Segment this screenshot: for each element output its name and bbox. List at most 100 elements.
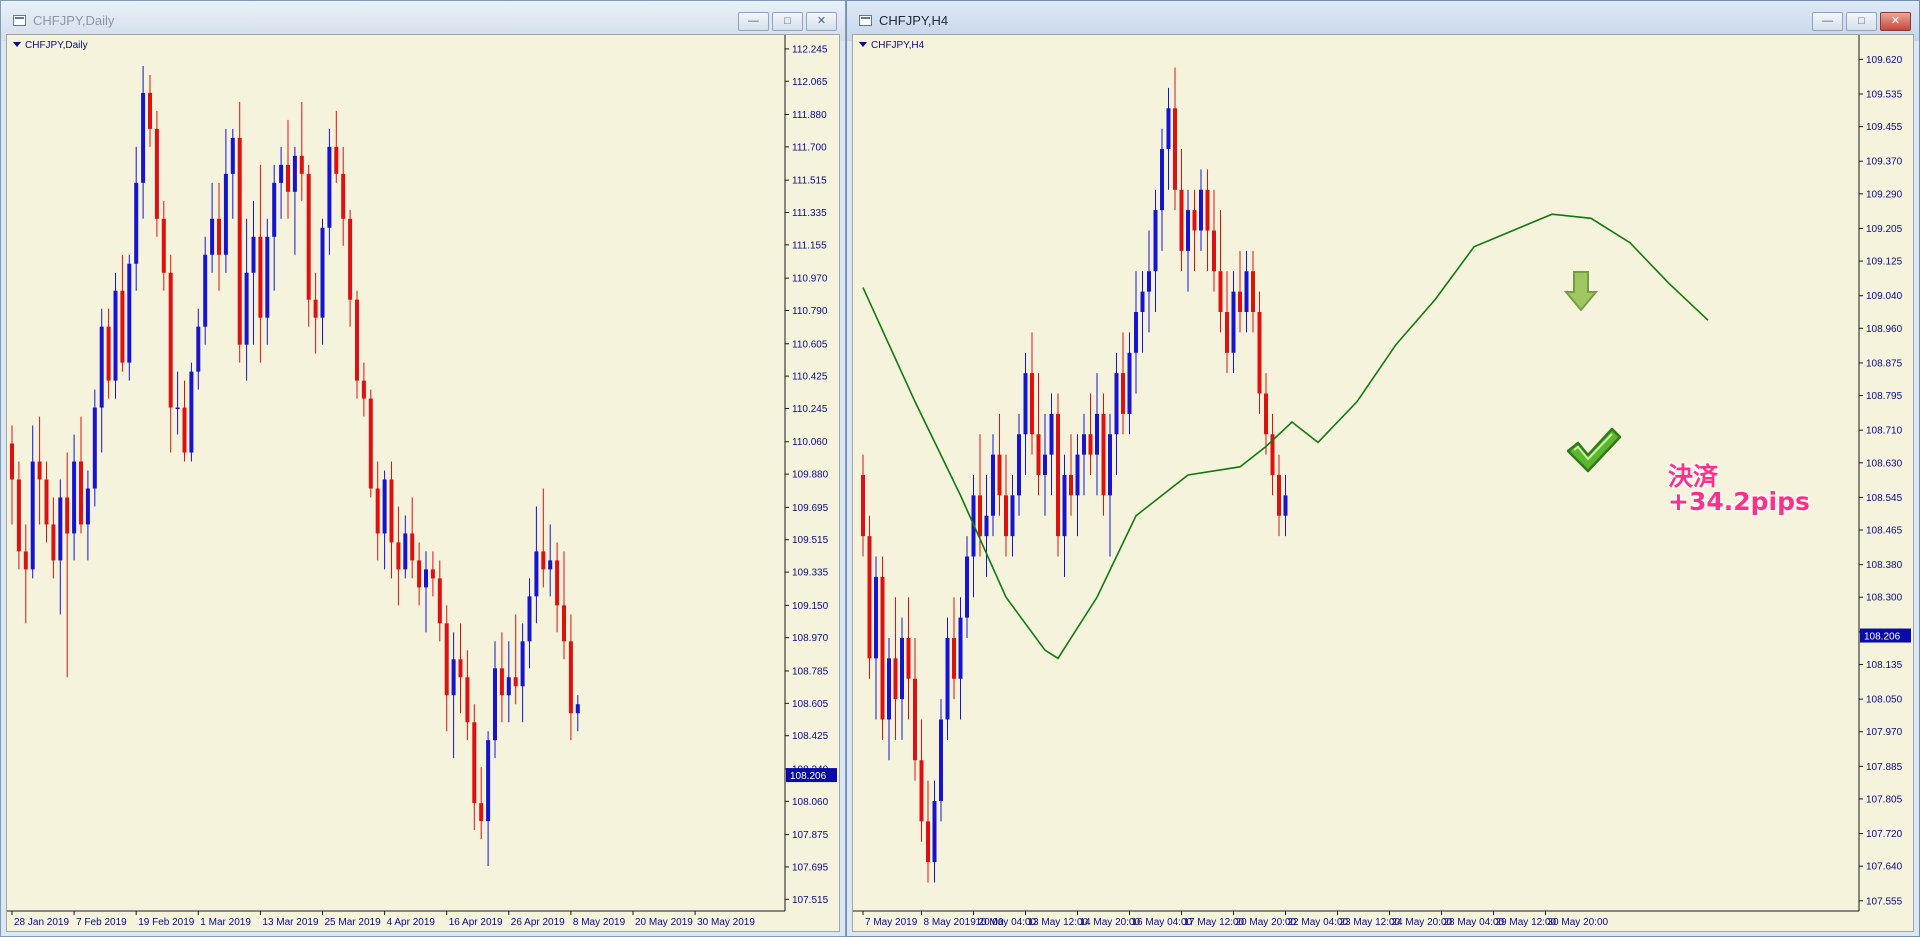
symbol-label-text: CHFJPY,H4 [871, 40, 925, 51]
price-tick-label: 111.515 [792, 176, 827, 187]
candle-bull [1114, 373, 1119, 435]
candle-bear [23, 551, 28, 570]
candle-bull [1108, 434, 1112, 496]
candle-bear [1030, 373, 1034, 435]
candle-bull [134, 182, 139, 264]
time-tick-label: 24 May 20:00 [1392, 917, 1453, 928]
current-price-label: 108.206 [790, 771, 827, 782]
price-tick-label: 108.465 [1866, 526, 1903, 537]
price-chart[interactable]: 112.245 112.065 111.880 111.700 111.515 111.3… [6, 34, 840, 932]
candle-bull [1166, 108, 1171, 150]
price-tick-label: 109.335 [792, 568, 829, 579]
candle-bull [382, 479, 387, 534]
price-tick-label: 111.155 [792, 240, 827, 251]
close-button[interactable]: ✕ [1880, 12, 1911, 31]
price-tick-label: 108.425 [792, 731, 829, 742]
candle-bull [141, 92, 146, 183]
maximize-button[interactable]: □ [1846, 12, 1877, 31]
time-tick-label: 19 Feb 2019 [138, 917, 195, 928]
minimize-button[interactable]: — [738, 12, 769, 31]
time-tick-label: 7 Feb 2019 [76, 917, 127, 928]
candle-bear [1192, 210, 1197, 231]
checkmark-icon [1566, 427, 1622, 473]
candle-bull [113, 290, 118, 381]
candle-bear [299, 155, 304, 174]
candle-bear [10, 443, 14, 480]
candle-bear [1121, 373, 1125, 414]
candle-bear [479, 803, 484, 822]
price-tick-label: 107.640 [1866, 862, 1903, 873]
candle-bear [65, 497, 70, 534]
candle-bear [410, 533, 415, 561]
candle-bull [230, 137, 235, 174]
price-tick-label: 108.135 [1866, 660, 1903, 671]
candle-bear [513, 677, 518, 687]
candle-bull [244, 272, 249, 345]
price-tick-label: 109.150 [792, 601, 829, 612]
candle-bull [945, 637, 950, 720]
window-title: CHFJPY,H4 [879, 13, 949, 28]
chart-window-icon [13, 15, 26, 26]
candle-bear [926, 821, 930, 863]
candle-bear [913, 678, 917, 761]
price-tick-label: 107.885 [1866, 762, 1903, 773]
candle-bear [375, 488, 380, 534]
candle-bull [900, 637, 904, 700]
candle-bear [348, 218, 353, 300]
pips-annotation-label: +34.2pips [1668, 487, 1810, 516]
candle-bear [258, 236, 263, 318]
price-tick-label: 111.880 [792, 110, 827, 121]
candle-bull [424, 569, 428, 588]
time-tick-label: 30 May 2019 [697, 917, 755, 928]
candle-bear [1218, 271, 1223, 313]
candle-bear [79, 461, 83, 525]
candle-bear [37, 461, 42, 480]
candle-bear [430, 569, 435, 579]
price-tick-label: 109.620 [1866, 55, 1903, 66]
candle-bull [486, 740, 491, 822]
candle-bear [16, 479, 21, 552]
chart-window-daily[interactable]: CHFJPY,Daily — □ ✕ 112.245 112.065 111.880… [0, 0, 846, 937]
candle-bear [919, 760, 924, 822]
candle-bull [203, 254, 208, 327]
price-tick-label: 108.605 [792, 699, 829, 710]
candlestick-chart: 109.620 109.535 109.455 109.370 109.290 109.2… [853, 35, 1911, 928]
price-tick-label: 109.515 [792, 535, 829, 546]
candle-bull [320, 227, 325, 318]
candle-bull [1283, 495, 1288, 516]
time-tick-label: 28 May 04:00 [1444, 917, 1505, 928]
candle-bear [465, 677, 470, 723]
candle-bear [44, 479, 49, 525]
candle-bear [562, 605, 566, 642]
candle-bear [997, 454, 1002, 496]
price-tick-label: 107.720 [1866, 829, 1903, 840]
candle-bull [1244, 271, 1249, 313]
chart-window-h4[interactable]: CHFJPY,H4 — □ ✕ 109.620 109.535 109.455 109… [846, 0, 1920, 937]
candle-bull [223, 173, 228, 255]
close-button[interactable]: ✕ [806, 12, 837, 31]
minimize-button[interactable]: — [1812, 12, 1843, 31]
candle-bull [874, 576, 878, 659]
candle-bull [520, 641, 525, 687]
candle-bull [506, 677, 511, 696]
candlestick-chart: 112.245 112.065 111.880 111.700 111.515 111.3… [7, 35, 837, 928]
candle-bull [534, 551, 539, 597]
price-tick-label: 111.700 [792, 142, 827, 153]
candle-bull [991, 454, 995, 516]
candle-bear [1270, 434, 1275, 475]
price-tick-label: 109.455 [1866, 122, 1903, 133]
price-tick-label: 111.335 [792, 208, 827, 219]
maximize-button[interactable]: □ [772, 12, 803, 31]
candle-bear [182, 407, 187, 453]
candle-bear [361, 380, 366, 399]
candle-bear [1277, 475, 1281, 516]
price-chart[interactable]: 109.620 109.535 109.455 109.370 109.290 109.2… [852, 34, 1914, 932]
candle-bear [161, 218, 166, 273]
candle-bull [292, 155, 297, 192]
candle-bull [279, 164, 284, 183]
time-tick-label: 23 May 12:00 [1340, 917, 1401, 928]
price-tick-label: 110.060 [792, 437, 828, 448]
symbol-label: CHFJPY,Daily [13, 40, 88, 51]
price-tick-label: 108.300 [1866, 593, 1903, 604]
candle-bull [1153, 210, 1158, 272]
